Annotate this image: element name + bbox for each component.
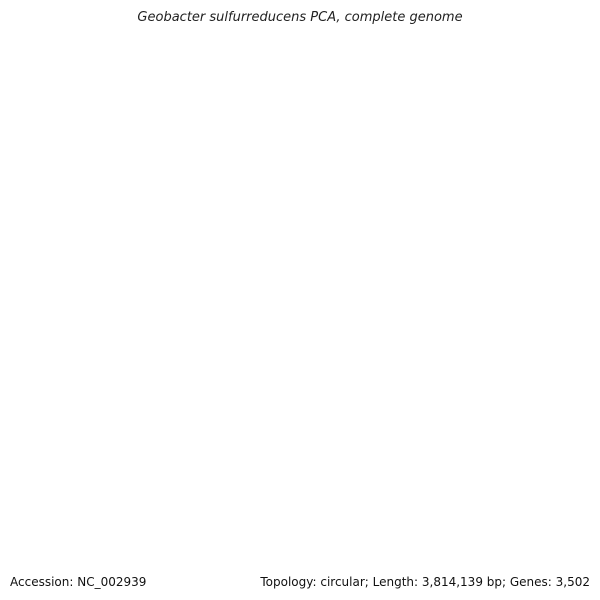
- genome-summary-text: Topology: circular; Length: 3,814,139 bp…: [260, 575, 590, 589]
- page-title: Geobacter sulfurreducens PCA, complete g…: [137, 10, 463, 25]
- accession-text: Accession: NC_002939: [10, 575, 147, 589]
